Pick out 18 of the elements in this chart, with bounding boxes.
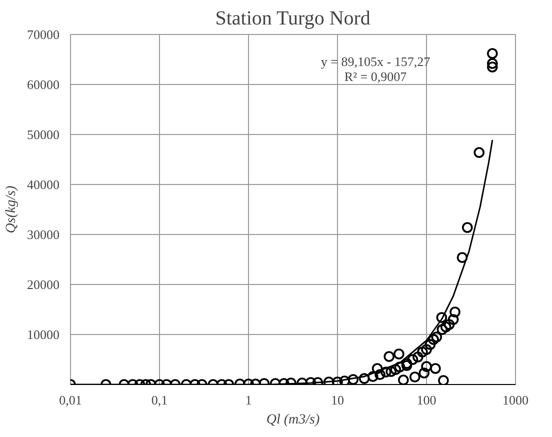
y-tick-label: 70000 bbox=[27, 27, 60, 42]
chart-title: Station Turgo Nord bbox=[215, 8, 370, 30]
x-tick-label: 0,1 bbox=[151, 392, 168, 408]
x-tick-label: 1 bbox=[245, 392, 252, 408]
x-tick-label: 1000 bbox=[502, 392, 528, 408]
annotation: R² = 0,9007 bbox=[344, 69, 408, 84]
x-tick-label: 100 bbox=[416, 392, 436, 408]
x-axis-title: Ql (m3/s) bbox=[266, 412, 320, 428]
y-tick-label: 40000 bbox=[27, 177, 60, 192]
y-axis-title: Qs(kg/s) bbox=[4, 185, 19, 234]
y-tick-label: 20000 bbox=[27, 277, 60, 292]
y-tick-label: 10000 bbox=[27, 327, 60, 342]
y-tick-label: 60000 bbox=[27, 77, 60, 92]
annotation: y = 89,105x - 157,27 bbox=[320, 54, 431, 69]
y-tick-label: 30000 bbox=[27, 227, 60, 242]
y-tick-label: 50000 bbox=[27, 127, 60, 142]
x-tick-label: 0,01 bbox=[59, 392, 82, 408]
x-tick-label: 10 bbox=[331, 392, 344, 408]
